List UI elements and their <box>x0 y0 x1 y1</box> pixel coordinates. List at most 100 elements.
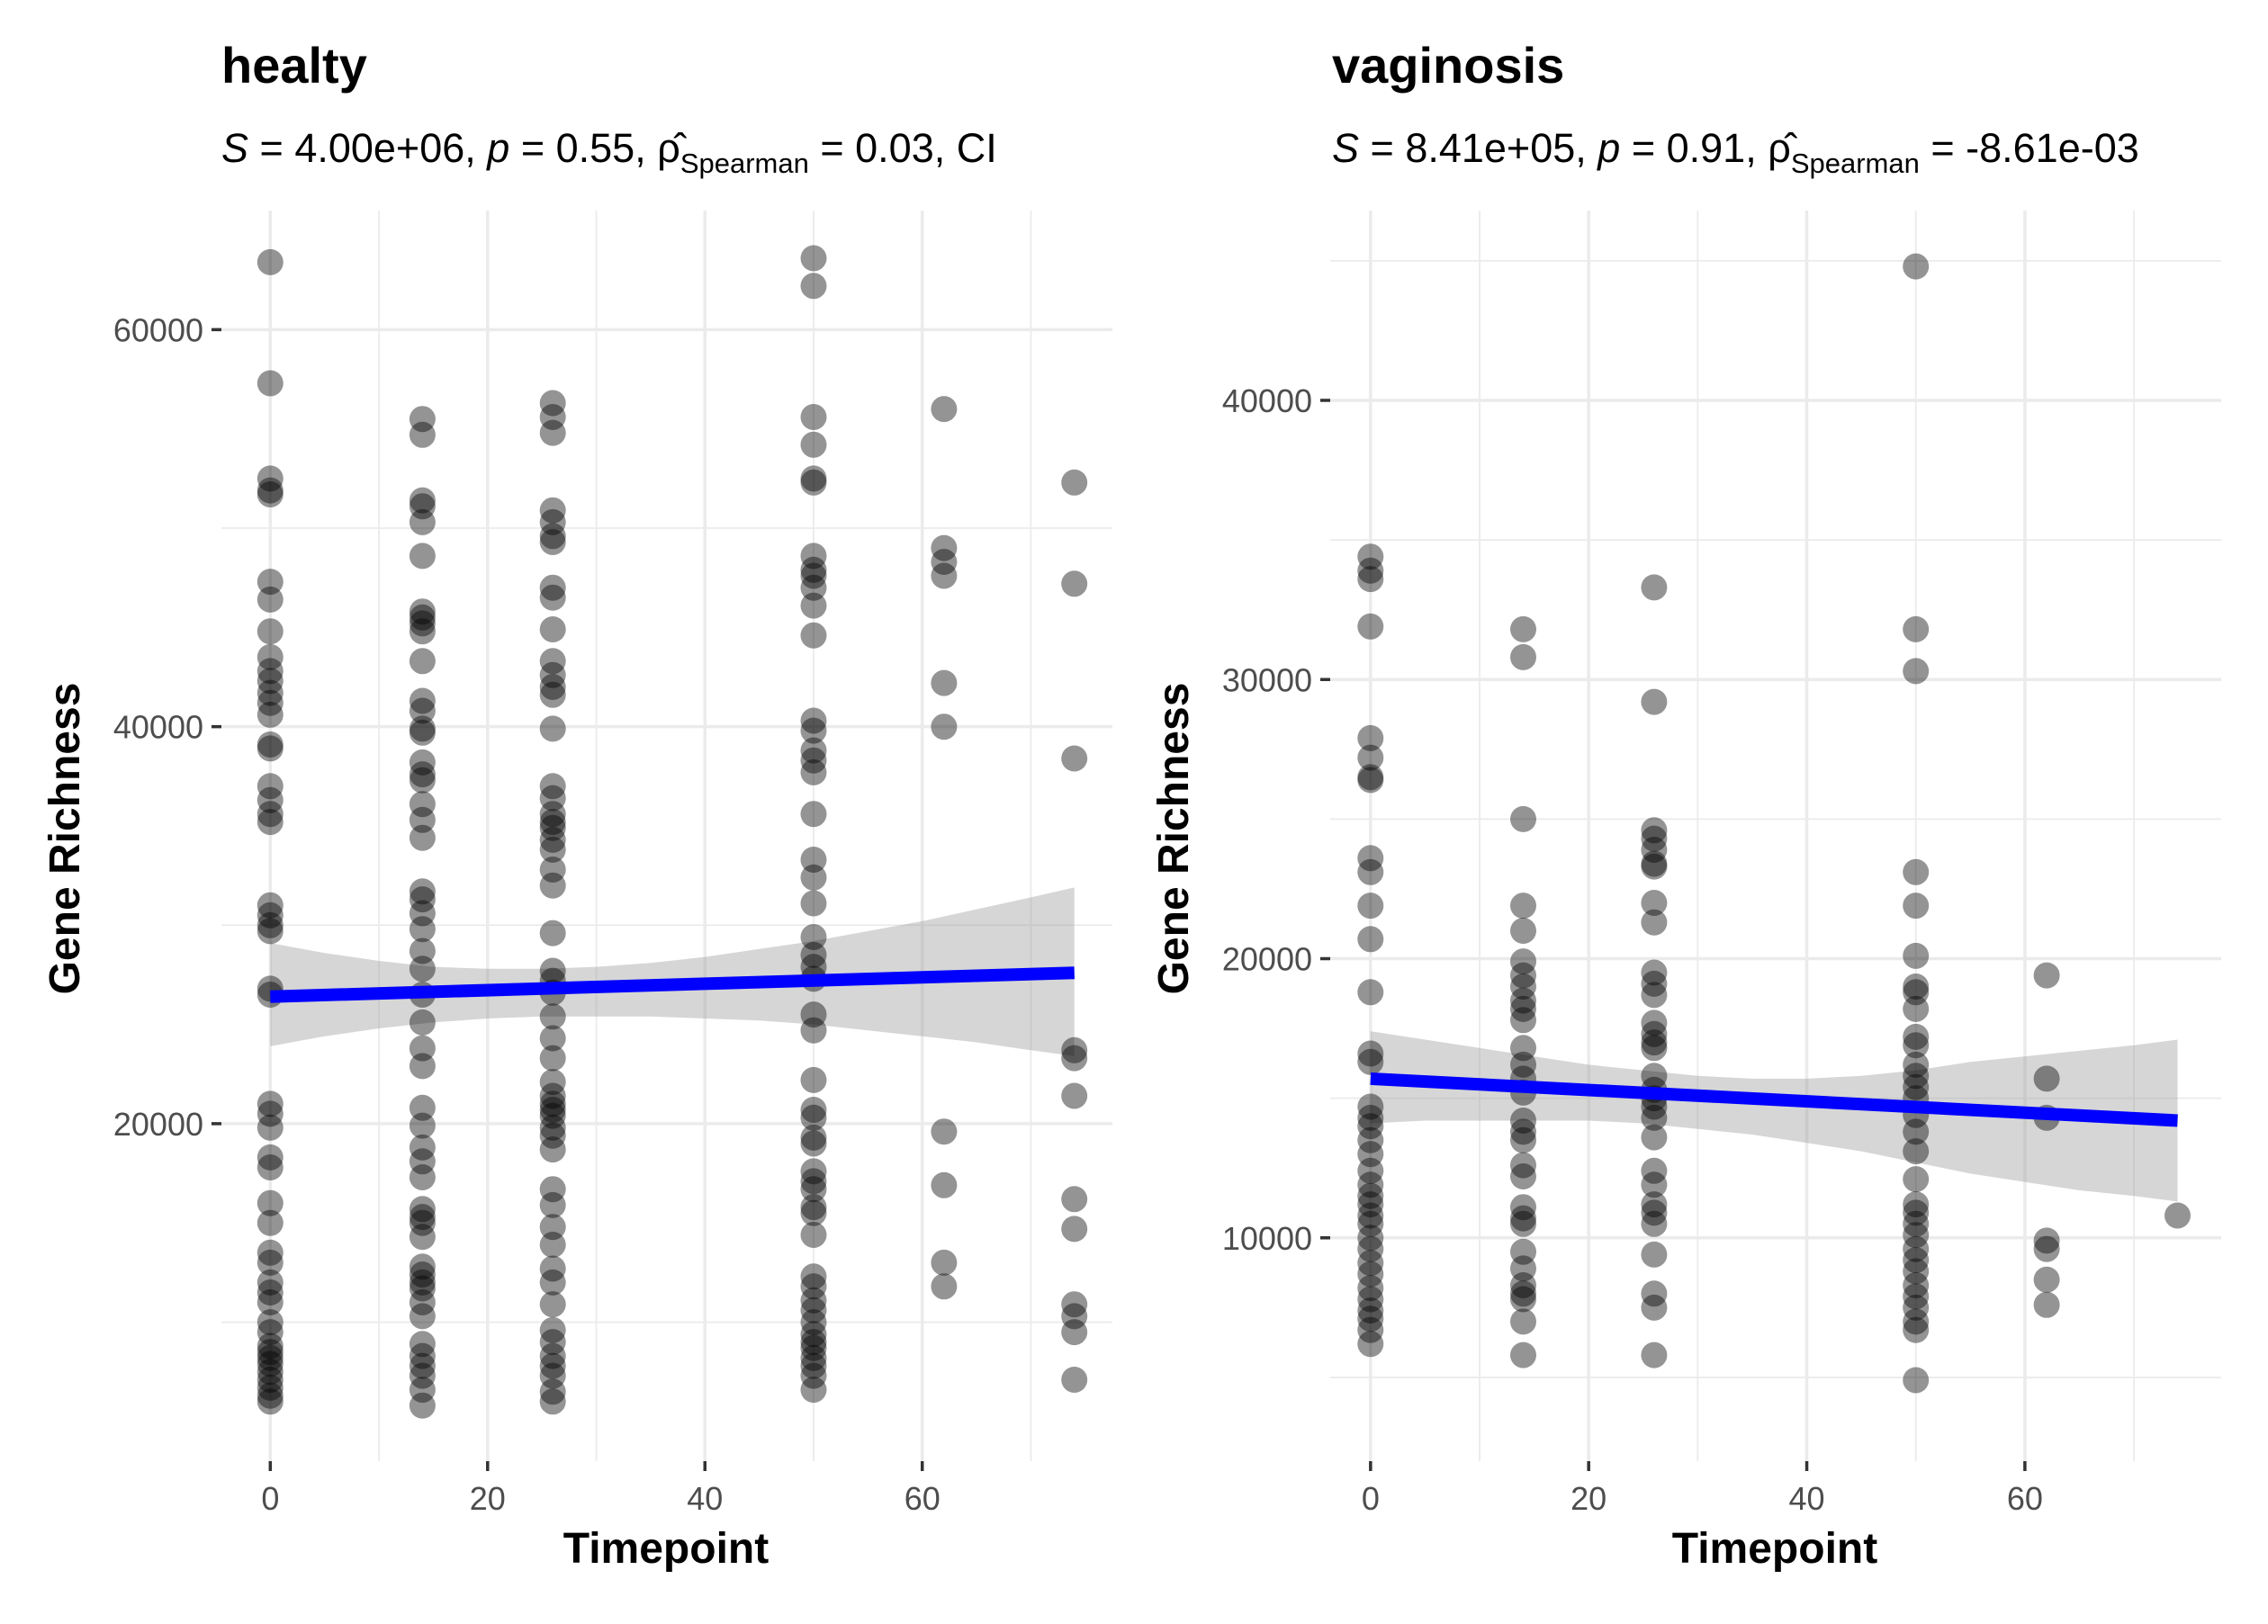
data-point <box>539 661 566 688</box>
data-point <box>800 1066 827 1093</box>
data-point <box>1061 1186 1088 1213</box>
data-point <box>800 245 827 272</box>
y-tick-label: 10000 <box>1222 1220 1312 1257</box>
data-point <box>256 1359 284 1386</box>
data-point <box>409 878 436 905</box>
data-point <box>800 747 827 774</box>
data-point <box>539 1329 566 1356</box>
data-point <box>409 1392 436 1419</box>
data-point <box>409 956 436 982</box>
data-point <box>256 1367 284 1393</box>
data-point <box>1357 1182 1384 1209</box>
data-point <box>800 1297 827 1323</box>
data-point <box>256 735 284 762</box>
data-point <box>256 809 284 836</box>
data-point <box>800 1309 827 1336</box>
data-point <box>1357 613 1384 640</box>
data-point <box>539 1362 566 1389</box>
data-point <box>256 569 284 596</box>
data-point <box>800 1344 827 1371</box>
data-point <box>1510 987 1536 1014</box>
data-point <box>256 1090 284 1117</box>
data-point <box>1357 1210 1384 1237</box>
data-point <box>256 1279 284 1305</box>
stat-rho: 0.03 <box>855 125 934 171</box>
data-point <box>1903 1051 1930 1078</box>
data-point <box>800 1222 827 1248</box>
data-point <box>256 248 284 275</box>
data-point <box>1510 1051 1536 1078</box>
data-point <box>539 1176 566 1203</box>
y-tick-label: 30000 <box>1222 661 1312 698</box>
data-point <box>409 916 436 943</box>
data-point <box>539 616 566 642</box>
data-point <box>539 1255 566 1282</box>
data-point <box>409 1269 436 1296</box>
stat-rho: -8.61e-03 <box>1966 125 2139 171</box>
data-point <box>1357 1305 1384 1332</box>
data-point <box>539 1090 566 1117</box>
data-point <box>2033 1291 2060 1318</box>
data-point <box>539 584 566 611</box>
data-point <box>256 1249 284 1276</box>
data-point <box>1357 1048 1384 1075</box>
x-tick-label: 0 <box>261 1480 279 1517</box>
data-point <box>409 487 436 514</box>
data-point <box>409 598 436 625</box>
data-point <box>800 864 827 891</box>
confidence-band <box>270 887 1075 1056</box>
data-point <box>256 1209 284 1236</box>
data-point <box>1903 1210 1930 1237</box>
data-point <box>1061 1036 1088 1063</box>
data-point <box>256 1350 284 1377</box>
data-point <box>256 786 284 813</box>
data-point <box>256 1100 284 1127</box>
data-point <box>256 1289 284 1315</box>
data-point <box>800 1097 827 1123</box>
data-point <box>1510 1118 1536 1145</box>
data-point <box>800 1176 827 1203</box>
data-point <box>539 681 566 708</box>
data-point <box>1903 1063 1930 1090</box>
data-point <box>931 713 958 740</box>
stat-p: 0.55 <box>556 125 635 171</box>
data-point <box>1641 1020 1668 1047</box>
data-point <box>931 1118 958 1145</box>
data-point <box>1061 745 1088 772</box>
data-point <box>256 465 284 492</box>
data-point <box>800 1124 827 1151</box>
data-point <box>1641 850 1668 877</box>
x-tick-label: 40 <box>1789 1480 1825 1517</box>
data-point <box>1357 543 1384 570</box>
data-point <box>256 679 284 706</box>
data-point <box>1061 1291 1088 1318</box>
confidence-band-area <box>1370 1031 2178 1202</box>
data-point <box>1357 1157 1384 1184</box>
data-point <box>1903 1258 1930 1285</box>
data-point <box>1903 1283 1930 1310</box>
data-point <box>1510 1035 1536 1062</box>
data-point <box>256 477 284 504</box>
data-point <box>2033 962 2060 989</box>
data-point <box>1903 1191 1930 1218</box>
data-point <box>1357 1275 1384 1302</box>
data-point <box>1641 1124 1668 1151</box>
data-point <box>1357 1141 1384 1168</box>
data-point <box>256 1344 284 1371</box>
data-point <box>1061 469 1088 496</box>
data-point <box>1510 1280 1536 1307</box>
data-point <box>1357 1316 1384 1343</box>
data-point <box>256 1144 284 1171</box>
data-point <box>800 1352 827 1379</box>
data-point <box>800 1168 827 1195</box>
data-point <box>1061 1216 1088 1243</box>
data-point <box>1510 974 1536 1000</box>
regression-line <box>270 966 1075 1003</box>
data-point <box>539 1114 566 1141</box>
data-point <box>256 902 284 929</box>
data-point <box>1641 1210 1668 1237</box>
data-point <box>1641 1199 1668 1226</box>
data-point <box>539 1232 566 1258</box>
y-tick-label: 20000 <box>113 1106 203 1143</box>
data-point <box>409 1204 436 1231</box>
